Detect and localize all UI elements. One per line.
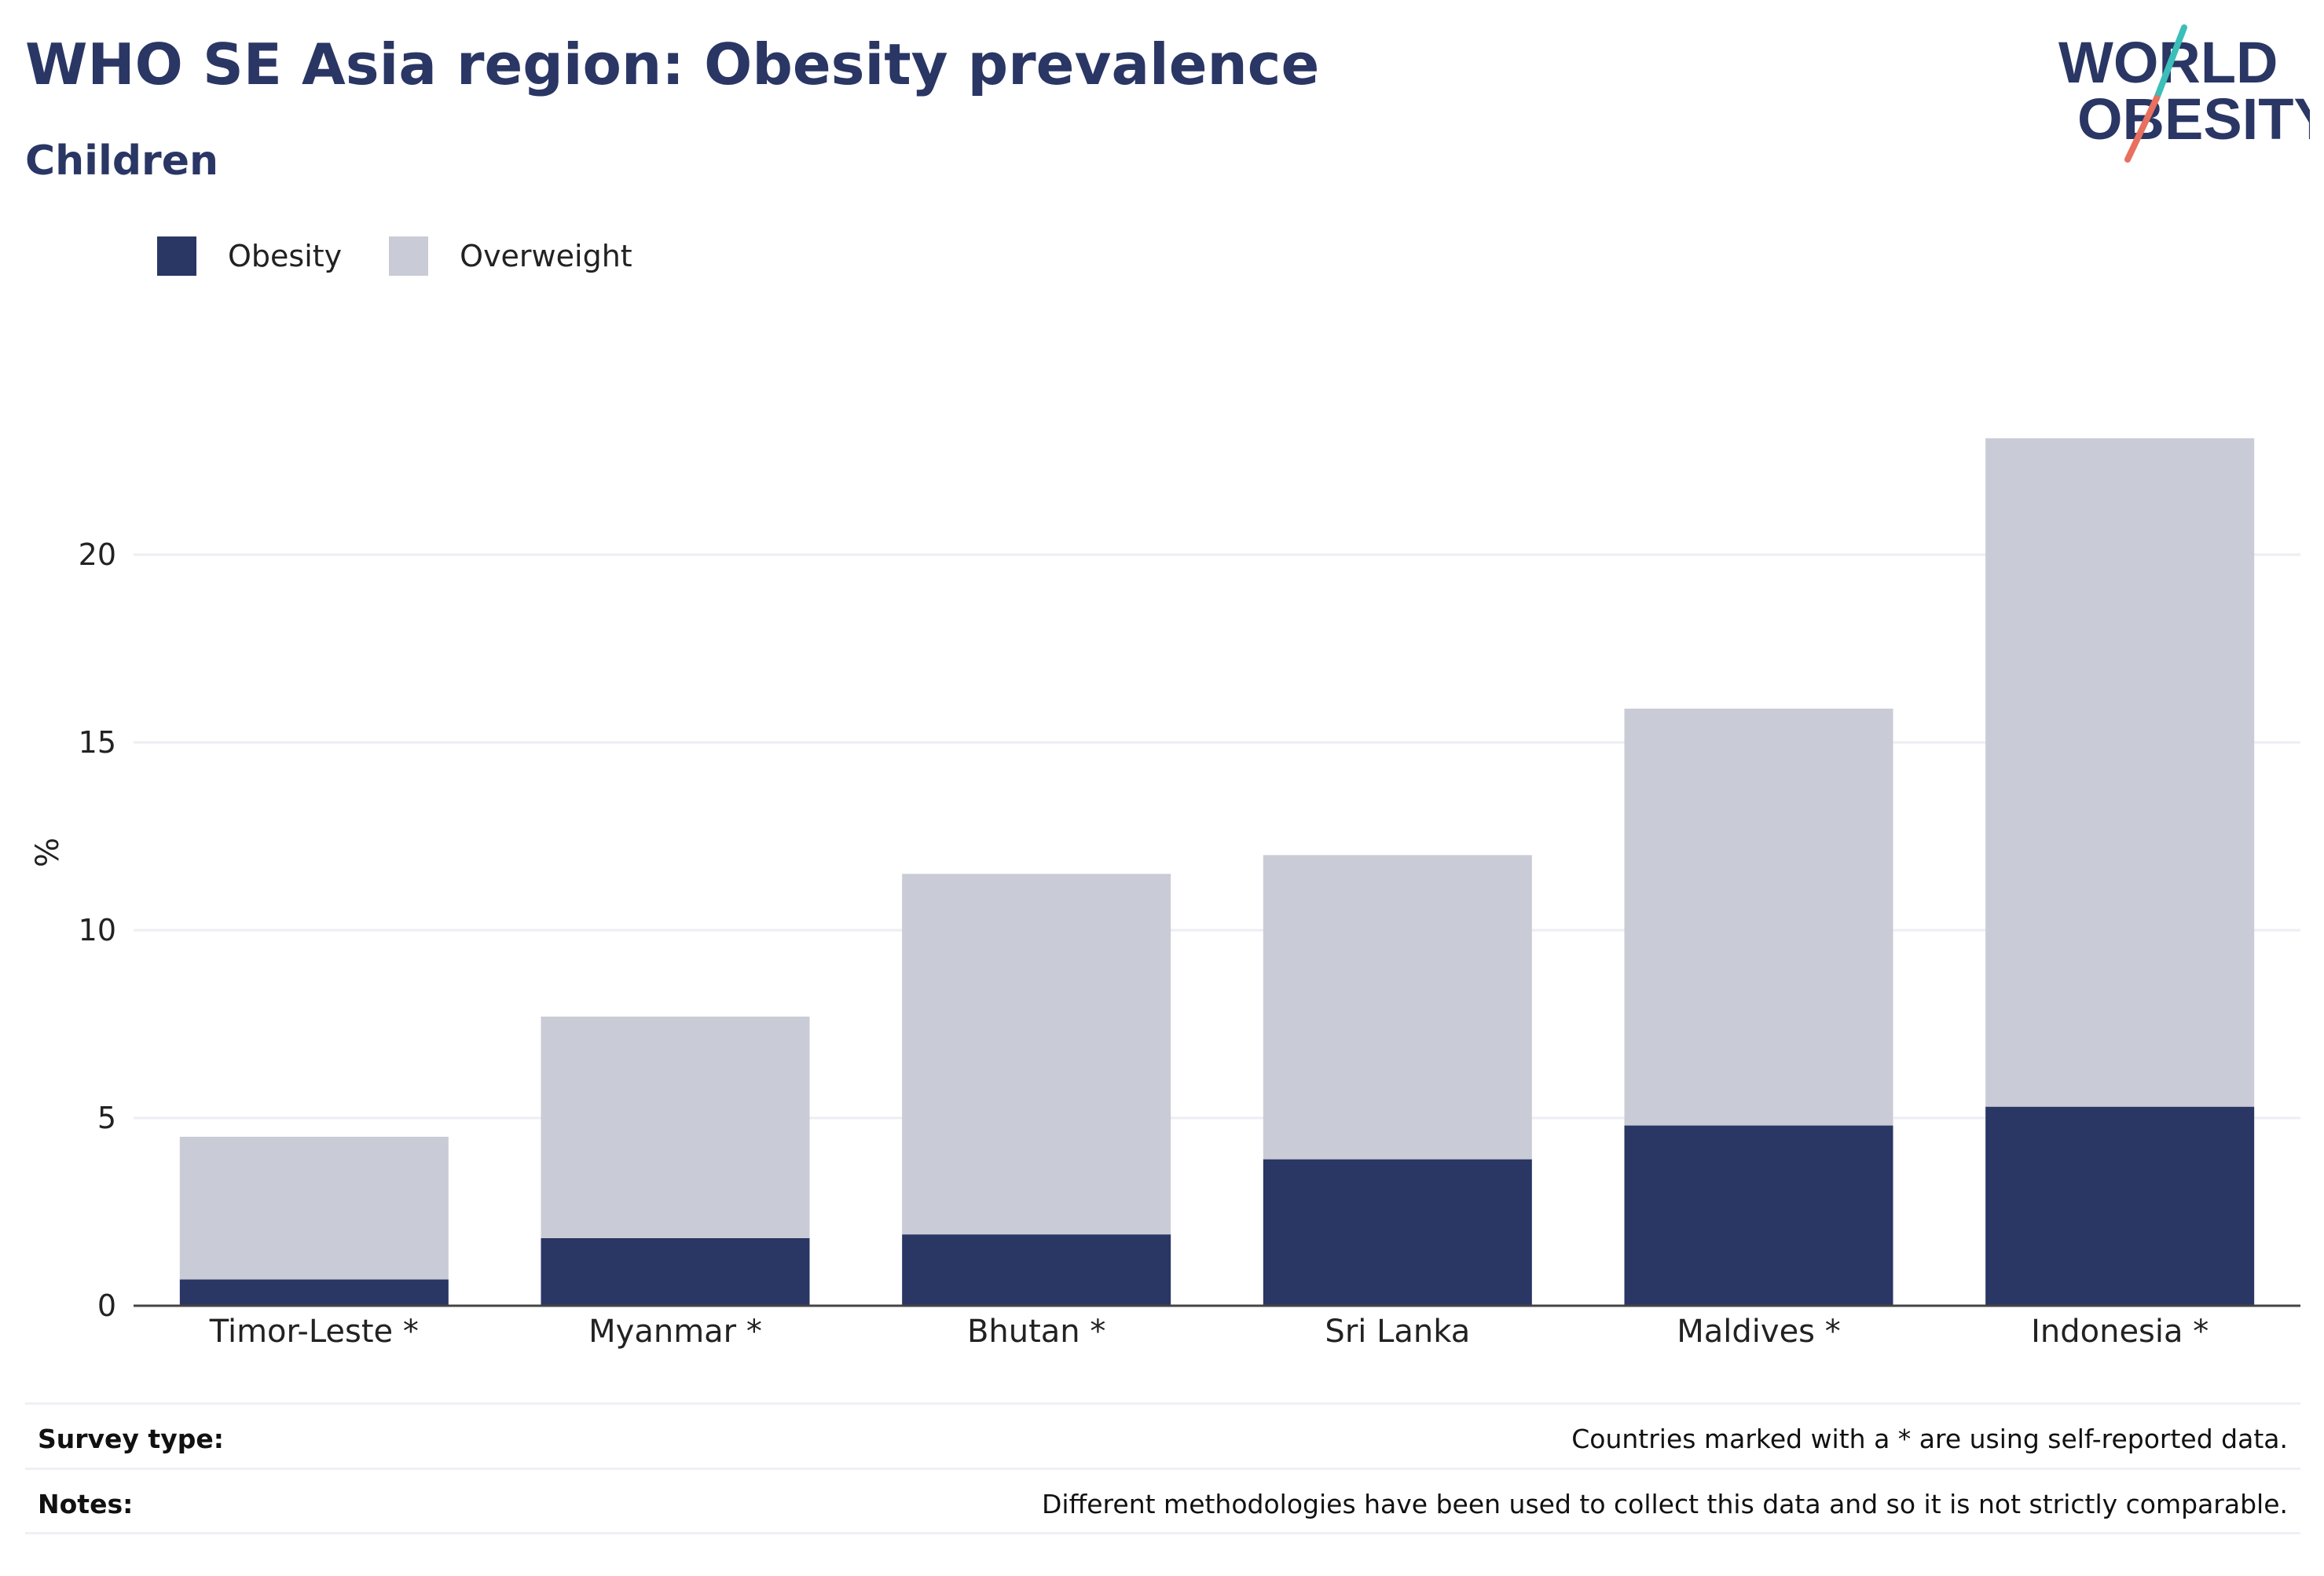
grid-lines [134,553,2300,1120]
x-tick-label: Bhutan * [967,1314,1105,1350]
y-tick-label: 20 [79,537,116,572]
x-tick-label: Sri Lanka [1325,1314,1470,1350]
bar-obesity-0[interactable] [179,1279,449,1306]
y-tick-label: 10 [79,913,116,947]
axes: 0 5 10 15 20% Timor-Leste * Myanmar * Bhutan * S… [30,537,2300,1350]
legend-swatch-overweight [389,236,429,276]
notes-label: Notes: [38,1489,134,1519]
bar-obesity-3[interactable] [1263,1159,1532,1306]
notes-value: Different methodologies have been used t… [1041,1489,2288,1519]
bar-obesity-2[interactable] [902,1234,1171,1306]
footer-notes: Notes: Different methodologies have been… [25,1468,2300,1534]
legend-label-overweight: Overweight [460,239,632,273]
chart-legend: Obesity Overweight [157,233,680,280]
logo-slash-coral [2124,95,2160,163]
legend-label-obesity: Obesity [228,239,343,273]
legend-swatch-obesity [157,236,196,276]
x-tick-label: Myanmar * [588,1314,762,1350]
x-tick-label: Maldives * [1677,1314,1840,1350]
stacked-bar-chart: 0 5 10 15 20% Timor-Leste * Myanmar * Bhutan * S… [30,438,2300,1350]
bar-overweight-1[interactable] [541,1016,810,1238]
x-tick-label: Timor-Leste * [209,1314,419,1350]
bar-overweight-4[interactable] [1624,708,1893,1126]
bar-overweight-0[interactable] [179,1136,449,1280]
footer-divider [25,1532,2300,1534]
logo-slash-teal [2154,24,2187,101]
survey-type-value: Countries marked with a * are using self… [1571,1424,2288,1454]
footer-survey-type: Survey type: Countries marked with a * a… [25,1402,2300,1469]
y-tick-label: 5 [97,1101,116,1135]
x-tick-label: Indonesia * [2031,1314,2209,1350]
world-obesity-logo: WORLD OBESITY [2058,24,2310,163]
bar-overweight-3[interactable] [1263,855,1532,1160]
y-tick-label: 0 [97,1288,116,1323]
bar-obesity-4[interactable] [1624,1125,1893,1306]
y-axis-label: % [30,837,66,867]
legend-item-overweight[interactable]: Overweight [389,236,632,276]
logo-word-obesity: OBESITY [2077,86,2310,152]
chart-subtitle: Children [25,137,218,185]
bar-overweight-2[interactable] [902,874,1171,1235]
bars [179,438,2255,1306]
survey-type-label: Survey type: [38,1424,224,1454]
bar-obesity-1[interactable] [541,1237,810,1306]
chart-title: WHO SE Asia region: Obesity prevalence [25,31,1320,97]
legend-item-obesity[interactable]: Obesity [157,236,342,276]
bar-obesity-5[interactable] [1985,1106,2255,1306]
bar-overweight-5[interactable] [1985,438,2255,1107]
y-tick-label: 15 [79,725,116,760]
